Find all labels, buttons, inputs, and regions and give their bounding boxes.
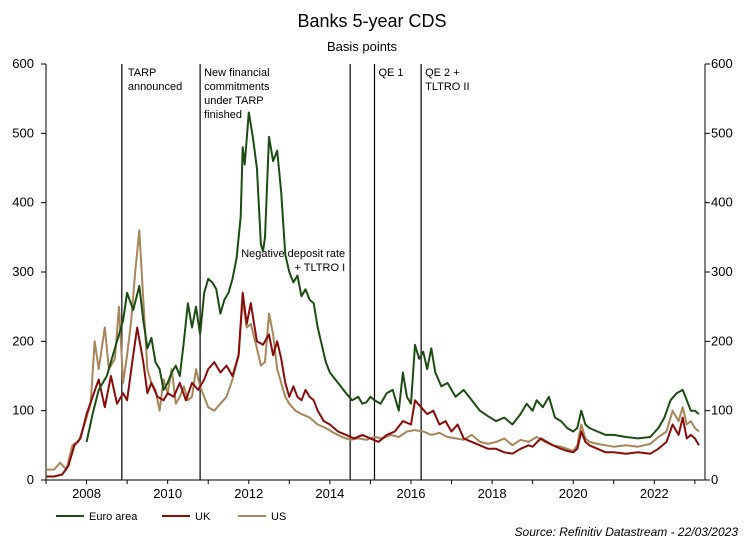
y-tick-label-left: 300 [12, 264, 34, 279]
x-tick-label: 2014 [315, 486, 344, 501]
series-line-euro-area [85, 111, 700, 443]
event-annotation: commitments [204, 81, 270, 93]
event-annotation: QE 2 + [425, 67, 460, 79]
y-tick-label-left: 0 [27, 472, 34, 487]
y-tick-label-left: 600 [12, 56, 34, 71]
y-tick-label-left: 500 [12, 125, 34, 140]
event-annotation: under TARP [204, 95, 264, 107]
source-note: Source: Refinitiv Datastream - 22/03/202… [515, 525, 739, 539]
x-tick-label: 2016 [397, 486, 426, 501]
y-tick-label-right: 300 [711, 264, 733, 279]
x-tick-label: 2020 [559, 486, 588, 501]
y-tick-label-right: 0 [711, 472, 718, 487]
y-tick-label-left: 100 [12, 403, 34, 418]
y-tick-label-right: 500 [711, 125, 733, 140]
x-tick-label: 2010 [153, 486, 182, 501]
event-annotation: finished [204, 109, 242, 121]
x-tick-label: 2018 [478, 486, 507, 501]
event-annotation: New financial [204, 67, 269, 79]
event-annotation: TARP [128, 67, 157, 79]
y-tick-label-right: 600 [711, 56, 733, 71]
event-annotation: + TLTRO I [295, 262, 346, 274]
x-tick-label: 2012 [234, 486, 263, 501]
chart-subtitle: Basis points [327, 39, 398, 54]
legend-label: UK [195, 511, 211, 523]
plot-area: 0 0 100 100 200 200 300 300 400 400 500 500 600 600 20… [12, 56, 732, 523]
y-tick-label-left: 200 [12, 333, 34, 348]
y-tick-label-left: 400 [12, 195, 34, 210]
legend-label: US [271, 511, 286, 523]
event-annotation: Negative deposit rate [241, 248, 345, 260]
y-tick-label-right: 400 [711, 195, 733, 210]
event-annotation: announced [128, 81, 182, 93]
event-annotation: TLTRO II [425, 81, 469, 93]
x-tick-label: 2008 [72, 486, 101, 501]
legend-label: Euro area [89, 511, 138, 523]
y-tick-label-right: 200 [711, 333, 733, 348]
chart-title: Banks 5-year CDS [297, 11, 446, 31]
event-annotation: QE 1 [378, 67, 403, 79]
x-tick-label: 2022 [640, 486, 669, 501]
series-line-uk [46, 291, 700, 478]
y-tick-label-right: 100 [711, 403, 733, 418]
